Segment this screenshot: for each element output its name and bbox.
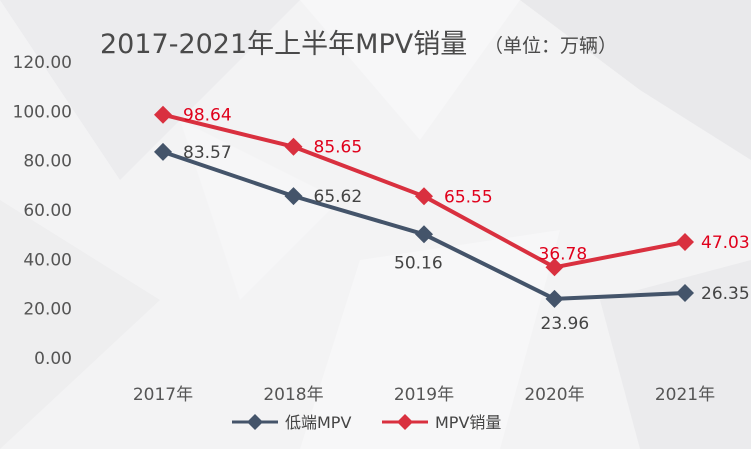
data-label: 36.78	[539, 244, 588, 264]
data-point-marker[interactable]	[154, 142, 172, 161]
y-tick-label: 120.00	[13, 53, 72, 73]
data-point-marker[interactable]	[676, 284, 694, 303]
data-point-marker[interactable]	[415, 225, 433, 244]
y-tick-label: 80.00	[23, 152, 72, 172]
data-label: 26.35	[701, 284, 750, 304]
data-point-marker[interactable]	[284, 137, 303, 156]
data-point-marker[interactable]	[415, 187, 433, 206]
data-point-marker[interactable]	[154, 105, 172, 124]
y-tick-label: 20.00	[23, 300, 72, 320]
x-tick-label: 2020年	[524, 385, 584, 405]
y-axis: 0.00 20.00 40.00 60.00 80.00 100.00 120.00	[13, 53, 72, 369]
chart-title: 2017-2021年上半年MPV销量	[100, 29, 467, 60]
data-point-marker[interactable]	[284, 187, 303, 206]
data-label: 83.57	[183, 143, 232, 163]
legend-label-mpv-sales: MPV销量	[435, 413, 501, 432]
series-layer	[154, 105, 694, 308]
data-point-marker[interactable]	[545, 258, 564, 277]
legend: 低端MPV MPV销量	[232, 413, 501, 432]
data-label: 98.64	[183, 106, 232, 126]
chart-subtitle: （单位：万辆）	[484, 35, 617, 57]
y-tick-label: 60.00	[23, 201, 72, 221]
data-point-marker[interactable]	[545, 289, 564, 308]
x-tick-label: 2017年	[133, 385, 193, 405]
y-tick-label: 0.00	[34, 349, 72, 369]
x-axis: 2017年 2018年 2019年 2020年 2021年	[133, 385, 715, 405]
data-label: 85.65	[314, 138, 363, 158]
y-tick-label: 100.00	[13, 102, 72, 122]
data-label: 65.55	[444, 187, 493, 207]
data-labels: 83.57 65.62 50.16 23.96 26.35 98.64 85.65 65.55…	[183, 106, 750, 334]
x-tick-label: 2018年	[263, 385, 323, 405]
legend-item-low-end-mpv[interactable]: 低端MPV	[232, 413, 351, 432]
data-label: 23.96	[541, 314, 590, 334]
legend-item-mpv-sales[interactable]: MPV销量	[382, 413, 501, 432]
data-point-marker[interactable]	[676, 232, 694, 251]
x-tick-label: 2019年	[394, 385, 454, 405]
data-label: 50.16	[394, 253, 443, 273]
data-label: 65.62	[314, 187, 363, 207]
legend-label-low-end-mpv: 低端MPV	[285, 413, 351, 432]
data-label: 47.03	[701, 233, 750, 253]
x-tick-label: 2021年	[655, 385, 715, 405]
y-tick-label: 40.00	[23, 250, 72, 270]
